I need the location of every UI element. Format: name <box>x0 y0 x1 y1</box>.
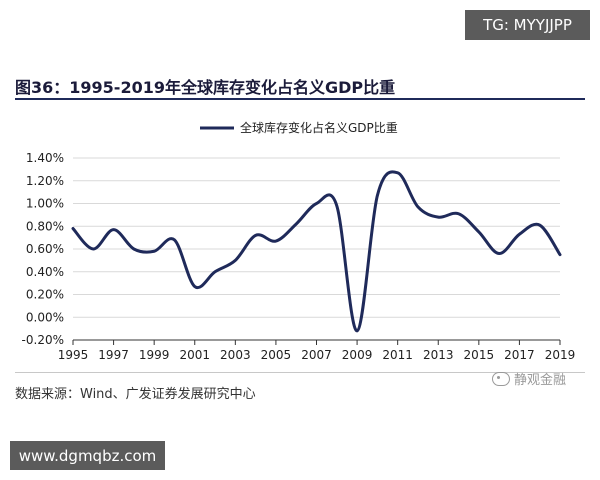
y-tick-label: -0.20% <box>22 333 64 347</box>
url-badge: www.dgmqbz.com <box>10 441 165 470</box>
x-tick-label: 2007 <box>301 348 332 362</box>
watermark-label: 静观金融 <box>514 373 567 388</box>
source-note: 数据来源：Wind、广发证券发展研究中心 <box>15 387 256 402</box>
watermark: 静观金融 <box>492 369 566 388</box>
y-tick-label: 0.40% <box>26 265 64 279</box>
y-tick-label: 1.40% <box>26 151 64 165</box>
series-line <box>71 170 562 333</box>
y-tick-label: 0.20% <box>26 288 64 302</box>
x-tick-label: 2013 <box>423 348 454 362</box>
y-tick-label: 0.80% <box>26 219 64 233</box>
x-tick-label: 2017 <box>504 348 535 362</box>
line-chart: 1.40% 1.20% 1.00% 0.80% 0.60% 0.40% 0.20% 0.00%… <box>22 120 576 362</box>
y-tick-label: 1.20% <box>26 174 64 188</box>
legend-label: 全球库存变化占名义GDP比重 <box>240 120 398 135</box>
tg-badge: TG: MYYJJPP <box>465 10 590 40</box>
x-tick-label: 1999 <box>139 348 170 362</box>
x-tick-label: 2003 <box>220 348 251 362</box>
x-tick-label: 2015 <box>464 348 495 362</box>
y-tick-label: 0.00% <box>26 310 64 324</box>
x-tick-label: 1997 <box>98 348 129 362</box>
x-tick-label: 2009 <box>342 348 373 362</box>
y-tick-label: 0.60% <box>26 242 64 256</box>
x-tick-label: 2001 <box>179 348 210 362</box>
wechat-icon <box>492 371 510 386</box>
source-divider <box>15 372 585 373</box>
x-tick-label: 2011 <box>382 348 413 362</box>
title-divider <box>15 98 585 100</box>
x-tick-label: 2019 <box>545 348 576 362</box>
x-tick-label: 1995 <box>58 348 89 362</box>
y-tick-label: 1.00% <box>26 197 64 211</box>
x-tick-label: 2005 <box>261 348 292 362</box>
figure-title: 图36：1995-2019年全球库存变化占名义GDP比重 <box>15 78 396 97</box>
